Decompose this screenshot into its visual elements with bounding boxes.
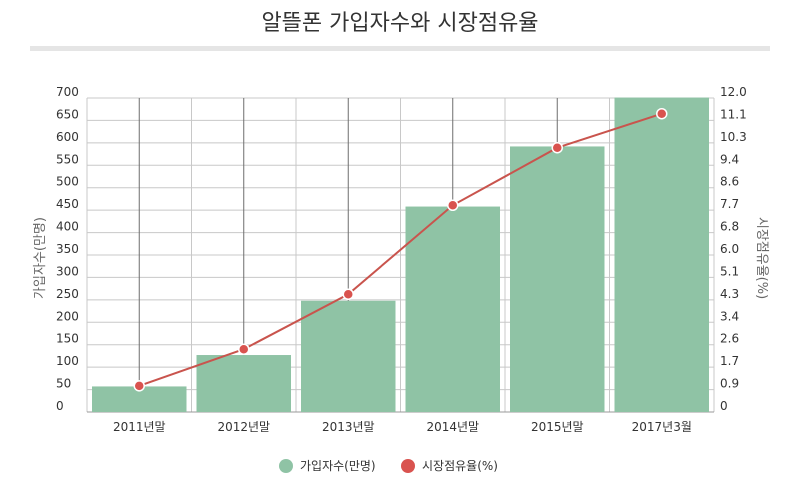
right-tick-label: 5.1 <box>720 264 739 278</box>
x-tick-label: 2017년3월 <box>632 420 692 434</box>
legend-swatch-subscribers <box>279 459 293 473</box>
market-share-point <box>656 107 668 120</box>
market-share-line <box>138 112 663 387</box>
x-axis-labels: 2011년말 2012년말 2013년말 2014년말 2015년말 2017년3월 <box>113 420 692 434</box>
right-tick-label: 9.4 <box>720 152 739 166</box>
line-series <box>133 107 668 392</box>
left-tick-label: 350 <box>56 242 79 256</box>
right-tick-label: 2.6 <box>720 332 739 346</box>
right-axis-title: 시장점유율(%) <box>754 217 769 299</box>
right-tick-label: 0 <box>720 399 728 413</box>
right-tick-label: 12.0 <box>720 85 747 99</box>
market-share-point <box>238 343 250 355</box>
legend-label-subscribers: 가입자수(만명) <box>300 459 376 473</box>
x-tick-label: 2015년말 <box>531 420 584 434</box>
grid <box>86 97 715 413</box>
bar <box>405 206 500 412</box>
bar <box>614 97 709 413</box>
x-tick-label: 2011년말 <box>113 420 166 434</box>
left-tick-label: 50 <box>56 377 71 391</box>
market-share-point <box>133 380 145 392</box>
left-tick-label: 600 <box>56 130 79 144</box>
right-tick-label: 6.8 <box>720 220 739 234</box>
left-tick-label: 650 <box>56 107 79 121</box>
legend-swatch-market-share <box>401 459 415 473</box>
right-tick-label: 1.7 <box>720 354 739 368</box>
left-tick-label: 0 <box>56 399 64 413</box>
bar <box>301 300 396 412</box>
right-tick-label: 8.6 <box>720 175 739 189</box>
right-tick-label: 11.1 <box>720 107 747 121</box>
left-tick-label: 200 <box>56 309 79 323</box>
right-tick-label: 0.9 <box>720 377 739 391</box>
market-share-point <box>342 288 354 300</box>
title-divider <box>30 46 770 51</box>
left-tick-label: 100 <box>56 354 79 368</box>
bars <box>92 97 709 413</box>
left-tick-label: 450 <box>56 197 79 211</box>
right-tick-label: 3.4 <box>720 309 739 323</box>
left-tick-label: 300 <box>56 264 79 278</box>
right-tick-label: 6.0 <box>720 242 739 256</box>
x-tick-label: 2013년말 <box>322 420 375 434</box>
legend: 가입자수(만명) 시장점유율(%) <box>279 459 498 473</box>
right-tick-label: 10.3 <box>720 130 747 144</box>
right-axis-ticks: 12.0 11.1 10.3 9.4 8.6 7.7 6.8 6.0 5.1 4.3 3.4 2.6 1… <box>720 85 747 413</box>
left-tick-label: 500 <box>56 175 79 189</box>
left-tick-label: 150 <box>56 332 79 346</box>
legend-label-market-share: 시장점유율(%) <box>422 459 498 473</box>
left-axis-ticks: 7006506005505004504003503002502001501005… <box>56 85 79 413</box>
bar <box>196 355 291 412</box>
left-axis-title: 가입자수(만명) <box>33 217 48 299</box>
chart-title: 알뜰폰 가입자수와 시장점유율 <box>261 11 538 36</box>
left-tick-label: 250 <box>56 287 79 301</box>
left-tick-label: 400 <box>56 220 79 234</box>
bar <box>510 146 605 412</box>
right-tick-label: 7.7 <box>720 197 739 211</box>
x-tick-label: 2012년말 <box>217 420 270 434</box>
left-tick-label: 550 <box>56 152 79 166</box>
x-tick-label: 2014년말 <box>426 420 479 434</box>
left-tick-label: 700 <box>56 85 79 99</box>
market-share-point <box>447 199 459 212</box>
right-tick-label: 4.3 <box>720 287 739 301</box>
market-share-point <box>551 141 563 154</box>
